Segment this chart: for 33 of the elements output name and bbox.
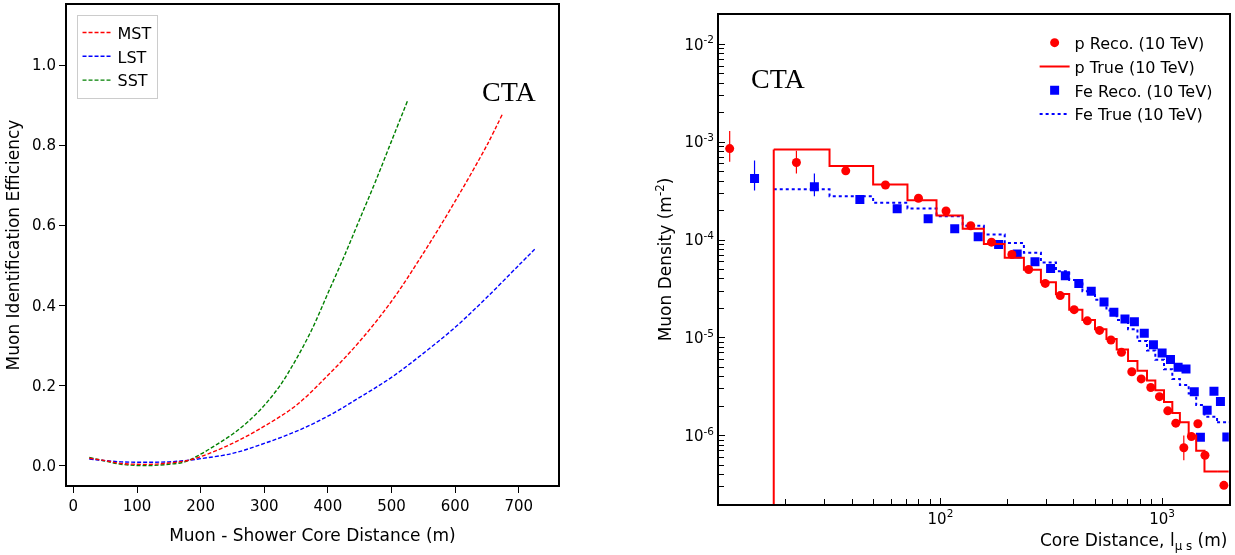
x-tick-label: 400 — [313, 496, 343, 515]
x-tick-label: 0 — [68, 496, 79, 515]
y-tick-label: 10$^{-6}$ — [684, 424, 715, 445]
legend-label: p Reco. (10 TeV) — [1074, 33, 1205, 53]
y-axis-title: Muon Identification Efficiency — [3, 119, 24, 371]
x-tick-label: 10$^{2}$ — [927, 507, 954, 528]
y-tick-label: 10$^{-3}$ — [684, 131, 715, 152]
x-tick-label: 700 — [504, 496, 534, 515]
x-tick-label: 600 — [440, 496, 470, 515]
x-tick-label: 500 — [377, 496, 406, 515]
y-tick-label: 0.4 — [32, 296, 56, 315]
x-axis-title: Muon - Shower Core Distance (m) — [169, 524, 456, 545]
y-tick-label: 10$^{-5}$ — [684, 326, 715, 348]
x-tick-label: 300 — [249, 496, 279, 515]
y-tick-label: 0.6 — [32, 216, 56, 235]
legend-label: MST — [117, 23, 152, 43]
annotation: CTA — [751, 63, 806, 94]
legend-label: Fe Reco. (10 TeV) — [1074, 81, 1213, 101]
legend-label: Fe True (10 TeV) — [1074, 105, 1203, 125]
y-tick-label: 0.8 — [32, 136, 56, 155]
y-tick-label: 10$^{-4}$ — [684, 228, 715, 250]
y-tick-label: 10$^{-2}$ — [684, 33, 715, 54]
y-tick-label: 1.0 — [32, 56, 56, 75]
legend-label: LST — [117, 47, 147, 67]
x-tick-label: 200 — [186, 496, 215, 515]
y-tick-label: 0.2 — [32, 376, 56, 395]
annotation: CTA — [482, 76, 537, 107]
x-tick-label: 10$^{3}$ — [1149, 507, 1175, 528]
x-axis-title: Core Distance, l$_{μ s}$ (m) — [1040, 530, 1228, 553]
x-tick-label: 100 — [122, 496, 152, 515]
legend-label: SST — [117, 71, 148, 91]
y-tick-label: 0.0 — [32, 456, 56, 475]
legend-label: p True (10 TeV) — [1074, 57, 1195, 77]
